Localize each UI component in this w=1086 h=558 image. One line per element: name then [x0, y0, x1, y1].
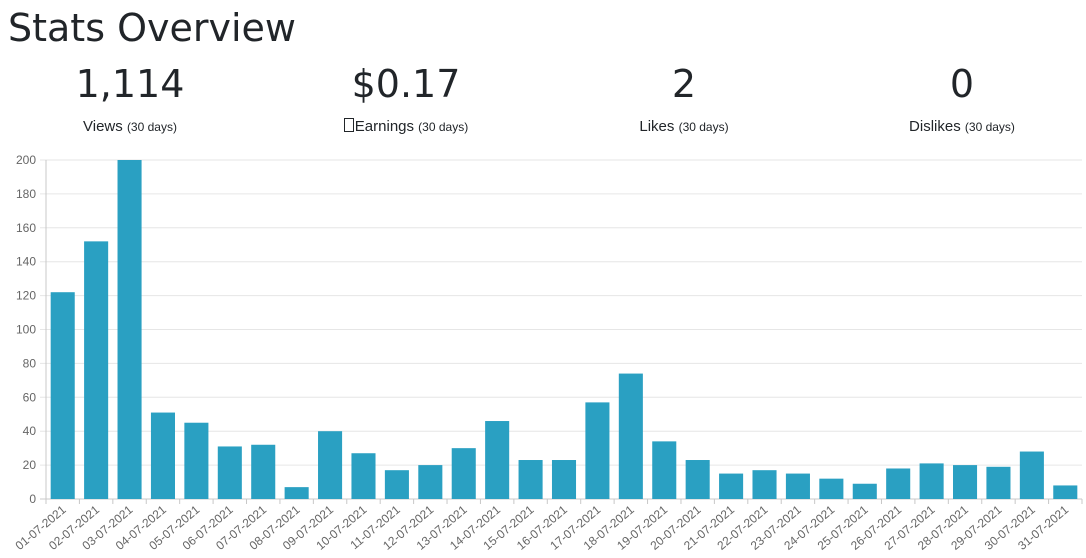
- bar[interactable]: [485, 421, 510, 499]
- bar[interactable]: [384, 470, 409, 499]
- y-tick-label: 140: [16, 255, 36, 269]
- stat-views-value: 1,114: [75, 62, 185, 106]
- stat-likes-label-text: Likes: [639, 118, 675, 135]
- y-tick-label: 160: [16, 221, 36, 235]
- bar[interactable]: [819, 478, 844, 499]
- stat-earnings-label: Earnings (30 days): [271, 117, 541, 137]
- stat-views-label: Views (30 days): [0, 117, 265, 137]
- stat-earnings-label-text: Earnings: [354, 118, 414, 135]
- y-tick-label: 200: [16, 153, 36, 167]
- stat-earnings-value: $0.17: [351, 62, 461, 106]
- y-tick-label: 80: [23, 356, 37, 370]
- y-tick-label: 60: [23, 390, 37, 404]
- stat-likes-label: Likes (30 days): [549, 117, 819, 137]
- stat-likes: 2 Likes (30 days): [549, 58, 819, 137]
- y-tick-label: 40: [23, 424, 37, 438]
- bar[interactable]: [585, 402, 610, 499]
- y-tick-label: 20: [23, 458, 37, 472]
- stat-views: 1,114 Views (30 days): [0, 58, 265, 137]
- bar[interactable]: [919, 463, 944, 499]
- bar[interactable]: [551, 460, 577, 499]
- bar[interactable]: [84, 241, 109, 500]
- bar[interactable]: [719, 473, 744, 499]
- bar[interactable]: [953, 465, 978, 499]
- bar[interactable]: [986, 466, 1011, 499]
- page-title: Stats Overview: [8, 6, 296, 50]
- bar[interactable]: [318, 431, 343, 499]
- y-tick-label: 100: [16, 323, 36, 337]
- bar[interactable]: [150, 412, 175, 499]
- y-tick-label: 0: [29, 492, 36, 506]
- y-tick-label: 180: [16, 187, 36, 201]
- bar[interactable]: [785, 473, 810, 499]
- bar[interactable]: [284, 487, 309, 499]
- stat-dislikes-value: 0: [949, 62, 975, 106]
- bar[interactable]: [217, 446, 242, 499]
- bar[interactable]: [618, 373, 643, 499]
- bar[interactable]: [351, 453, 376, 499]
- stat-dislikes: 0 Dislikes (30 days): [827, 58, 1086, 137]
- stat-views-period: (30 days): [126, 120, 177, 134]
- bar[interactable]: [852, 483, 877, 499]
- stat-views-label-text: Views: [83, 118, 123, 135]
- bar[interactable]: [1053, 485, 1078, 499]
- bar[interactable]: [251, 444, 276, 499]
- coin-icon: [343, 118, 354, 132]
- bar[interactable]: [418, 465, 443, 499]
- bar[interactable]: [652, 441, 677, 499]
- bar[interactable]: [1019, 451, 1044, 499]
- bar[interactable]: [518, 460, 543, 499]
- stat-likes-period: (30 days): [678, 120, 729, 134]
- views-bar-chart: 02040608010012014016018020001-07-202102-…: [13, 153, 1083, 553]
- bar[interactable]: [886, 468, 911, 499]
- stat-likes-value: 2: [671, 62, 697, 106]
- bar[interactable]: [184, 422, 209, 499]
- stat-dislikes-label: Dislikes (30 days): [827, 117, 1086, 137]
- bar[interactable]: [752, 470, 777, 499]
- bar[interactable]: [451, 448, 476, 499]
- stat-dislikes-period: (30 days): [964, 120, 1015, 134]
- bar[interactable]: [50, 292, 75, 499]
- bar[interactable]: [117, 160, 142, 499]
- y-tick-label: 120: [16, 289, 36, 303]
- stat-earnings-period: (30 days): [418, 120, 469, 134]
- stat-dislikes-label-text: Dislikes: [909, 118, 961, 135]
- bar[interactable]: [685, 460, 710, 499]
- stat-earnings: $0.17 Earnings (30 days): [271, 58, 541, 137]
